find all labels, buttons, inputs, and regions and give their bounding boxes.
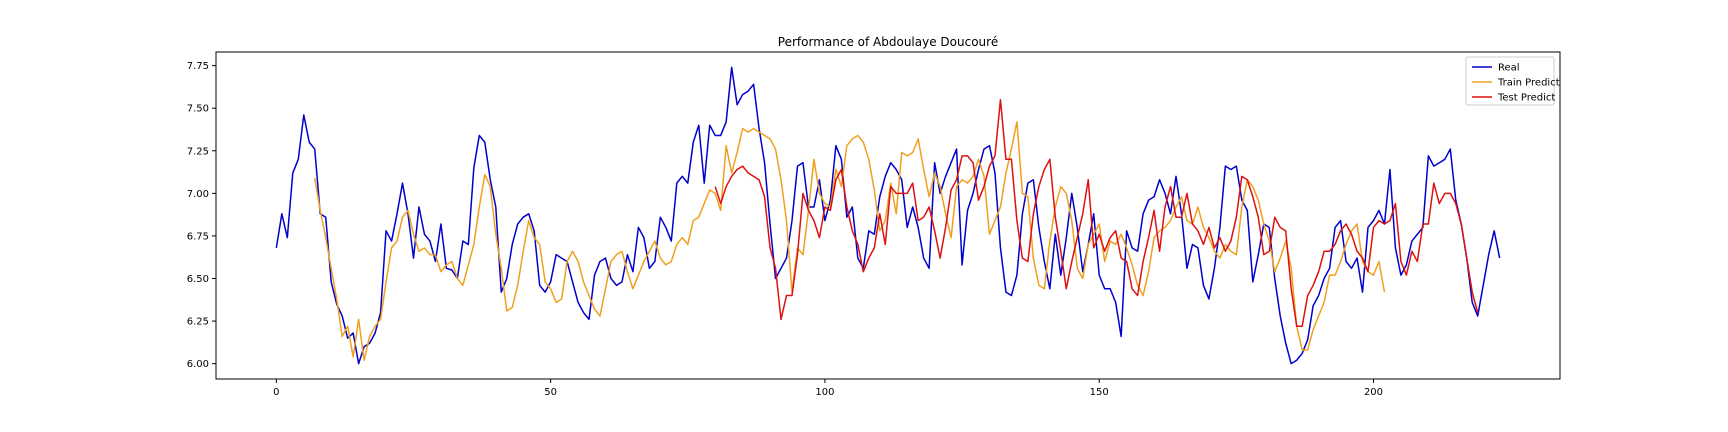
legend-box	[1465, 56, 1555, 106]
y-tick-label: 7.75	[187, 61, 209, 72]
y-tick-label: 6.75	[187, 231, 209, 242]
plot-frame	[215, 51, 1561, 380]
y-tick-label: 7.50	[187, 104, 209, 115]
y-tick-label: 6.25	[187, 317, 209, 328]
x-tick-label: 100	[815, 387, 834, 398]
y-tick-label: 6.00	[187, 359, 209, 370]
x-tick-label: 200	[1364, 387, 1383, 398]
legend-label: Real	[1498, 63, 1520, 74]
x-tick-label: 0	[273, 387, 279, 398]
legend-label: Test Predict	[1497, 93, 1555, 104]
series-line-real	[275, 66, 1501, 365]
axes: 0 50 100 150 200 6.00 6.25 6.50 6.75 7.00 7.25 7.50…	[187, 61, 1383, 398]
legend-label: Train Predict	[1497, 78, 1560, 89]
series-line-test-predict	[714, 98, 1479, 327]
y-tick-label: 6.50	[187, 274, 209, 285]
plot-area	[275, 66, 1501, 365]
series-line-train-predict	[314, 121, 1386, 362]
y-tick-label: 7.00	[187, 189, 209, 200]
chart-title: Performance of Abdoulaye Doucouré	[778, 35, 998, 49]
x-tick-label: 50	[544, 387, 557, 398]
legend: Real Train Predict Test Predict	[1465, 56, 1560, 106]
y-tick-label: 7.25	[187, 146, 209, 157]
x-tick-label: 150	[1090, 387, 1109, 398]
